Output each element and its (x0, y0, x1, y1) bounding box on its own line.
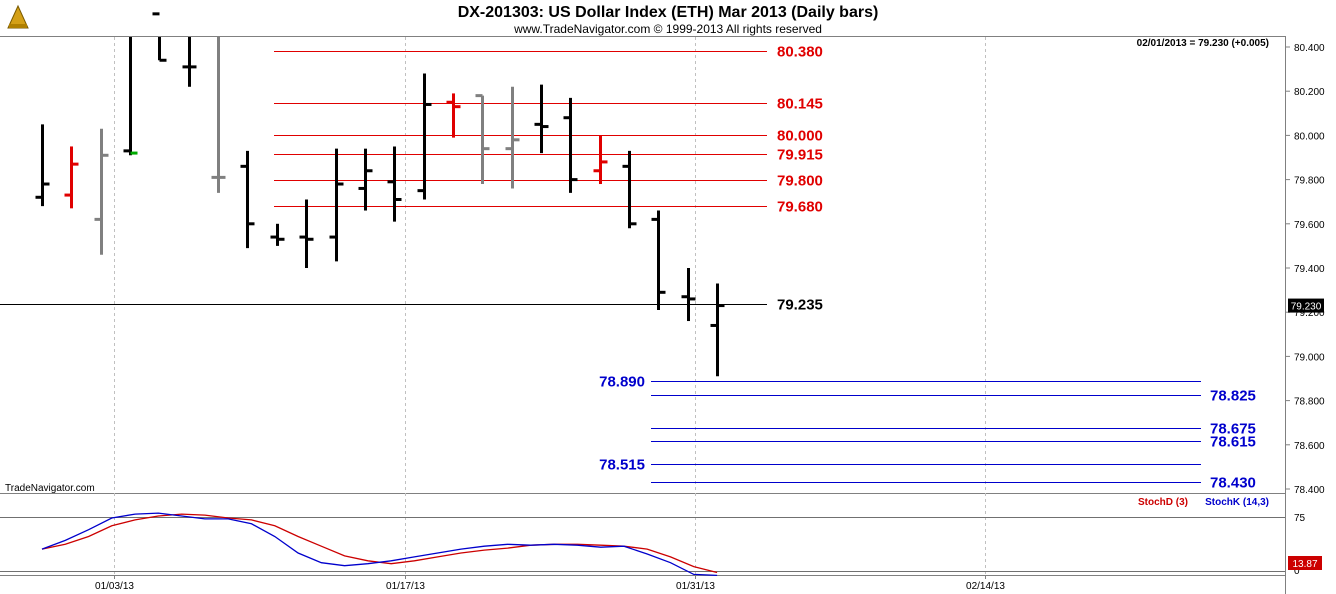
ohlc-bar (64, 146, 79, 209)
ohlc-bar (446, 93, 461, 138)
level-label: 79.680 (777, 199, 823, 216)
ohlc-bar (94, 128, 109, 255)
level-label: 78.430 (1210, 475, 1256, 492)
stochastic-panel: 75 013.87 (0, 512, 1322, 577)
x-tick-label: 01/03/13 (95, 581, 134, 592)
stoch-tick-label: 75 (1294, 513, 1306, 524)
last-value-readout: 02/01/2013 = 79.230 (+0.005) (1137, 38, 1269, 49)
ohlc-bar (123, 37, 138, 156)
level-lines: 80.380 80.145 80.000 79.915 79.800 79.680 79.2… (0, 44, 1256, 492)
level-label: 78.615 (1210, 434, 1256, 451)
ohlc-bar (710, 283, 725, 377)
level-label: 79.235 (777, 297, 823, 314)
level-label: 80.380 (777, 44, 823, 61)
copyright-text: www.TradeNavigator.com © 1999-2013 All r… (513, 22, 822, 36)
level-label: 80.000 (777, 128, 823, 145)
stoch-last-box (1288, 556, 1322, 570)
ohlc-bar (152, 12, 167, 62)
y-tick-label: 79.400 (1294, 264, 1325, 275)
page-title: DX-201303: US Dollar Index (ETH) Mar 201… (458, 4, 879, 21)
stoch-tick-label: 0 (1294, 566, 1300, 577)
y-tick-label: 78.600 (1294, 441, 1325, 452)
x-tick-label: 01/17/13 (386, 581, 425, 592)
y-tick-label: 78.400 (1294, 485, 1325, 496)
ohlc-bar (593, 135, 608, 185)
ohlc-bar (681, 268, 696, 322)
level-label: 78.675 (1210, 421, 1256, 438)
ohlc-bar (505, 86, 520, 189)
ohlc-bar (417, 73, 432, 200)
x-tick-label: 02/14/13 (966, 581, 1005, 592)
ohlc-bar (387, 146, 402, 222)
level-label: 78.515 (599, 457, 645, 474)
y-tick-label: 79.800 (1294, 176, 1325, 187)
y-tick-label: 79.000 (1294, 352, 1325, 363)
stoch-last-text: 13.87 (1292, 559, 1317, 570)
ohlc-bar (563, 97, 578, 193)
last-price-box (1288, 298, 1324, 313)
ohlc-bar (329, 148, 344, 262)
trade-navigator-logo-icon (4, 3, 32, 31)
y-tick-label: 80.400 (1294, 43, 1325, 54)
level-label: 78.890 (599, 374, 645, 391)
ohlc-bar (299, 199, 314, 268)
last-price-label: 79.230 (1288, 298, 1324, 313)
ohlc-bar (622, 150, 637, 229)
ohlc-bar (534, 84, 549, 154)
y-tick-label: 80.200 (1294, 87, 1325, 98)
ohlc-bar (270, 223, 285, 246)
price-axis: 80.400 80.200 80.000 79.800 79.600 79.400 79.2… (1285, 43, 1325, 496)
y-tick-label: 80.000 (1294, 131, 1325, 142)
date-axis: 01/03/13 01/17/13 01/31/13 02/14/13 (95, 575, 1005, 592)
ohlc-bar (211, 37, 226, 193)
legend-stochk: StochK (14,3) (1205, 497, 1269, 508)
ohlc-bar (182, 37, 197, 87)
ohlc-bar (358, 148, 373, 211)
last-price-text: 79.230 (1291, 302, 1322, 313)
y-tick-label: 79.600 (1294, 220, 1325, 231)
level-label: 78.825 (1210, 388, 1256, 405)
ohlc-bar (240, 150, 255, 249)
level-label: 79.800 (777, 173, 823, 190)
y-tick-label: 78.800 (1294, 397, 1325, 408)
ohlc-bar (651, 210, 666, 310)
level-label: 79.915 (777, 147, 823, 164)
y-tick-label: 79.200 (1294, 308, 1325, 319)
price-bars (35, 12, 725, 377)
stoch-line (41, 512, 718, 577)
watermark: TradeNavigator.com (5, 483, 95, 494)
level-label: 80.145 (777, 96, 823, 113)
ohlc-bar (475, 94, 490, 185)
legend-stochd: StochD (3) (1138, 497, 1188, 508)
x-tick-label: 01/31/13 (676, 581, 715, 592)
ohlc-bar (35, 124, 50, 207)
